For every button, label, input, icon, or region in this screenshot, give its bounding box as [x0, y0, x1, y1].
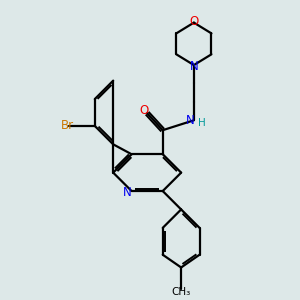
Text: CH₃: CH₃: [172, 286, 191, 296]
Text: N: N: [190, 60, 198, 73]
Text: N: N: [186, 114, 195, 127]
Text: O: O: [189, 15, 199, 28]
Text: O: O: [139, 104, 148, 117]
Text: N: N: [122, 186, 131, 199]
Text: H: H: [198, 118, 206, 128]
Text: Br: Br: [61, 119, 74, 132]
